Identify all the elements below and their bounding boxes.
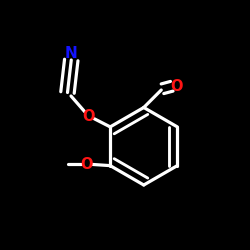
Text: O: O: [82, 109, 95, 124]
Text: N: N: [65, 46, 78, 61]
Text: O: O: [170, 79, 182, 94]
Text: O: O: [80, 157, 93, 172]
